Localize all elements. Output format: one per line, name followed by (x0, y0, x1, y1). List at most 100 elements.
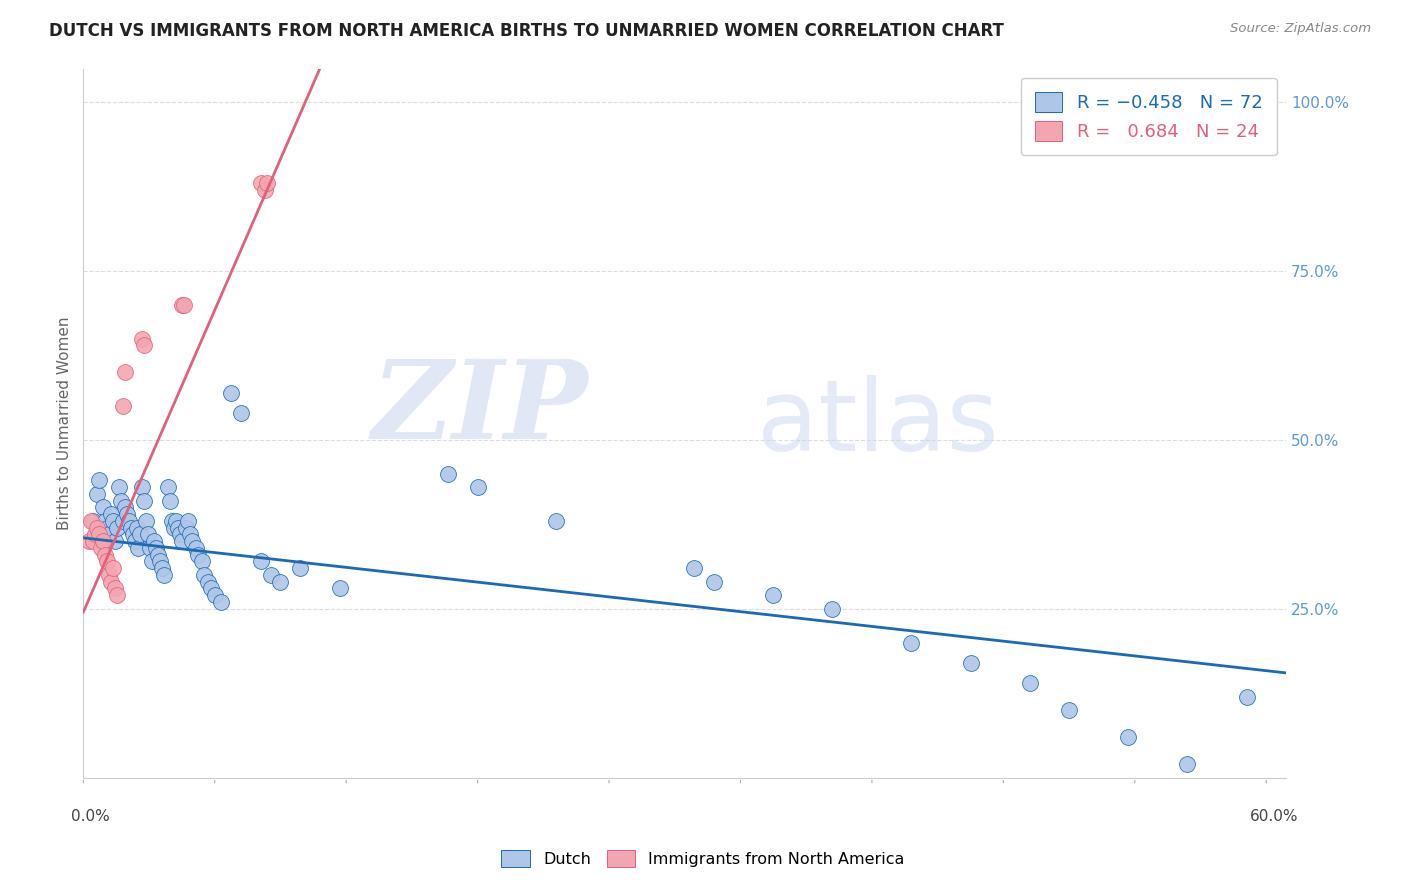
Point (135, 514, 157, 528)
Point (160, 514, 183, 528)
Point (101, 561, 124, 575)
Point (101, 514, 124, 528)
Point (110, 493, 132, 508)
Point (131, 480, 153, 494)
Point (124, 534, 146, 549)
Point (180, 534, 202, 549)
Point (762, 588, 785, 602)
Point (120, 521, 142, 535)
Point (96, 521, 118, 535)
Point (97, 527, 120, 541)
Point (143, 534, 166, 549)
Point (150, 561, 173, 575)
Point (111, 514, 134, 528)
Point (84, 527, 107, 541)
Point (104, 582, 127, 596)
Point (159, 493, 181, 508)
Point (141, 554, 163, 568)
Point (77, 534, 100, 549)
Text: 60.0%: 60.0% (1250, 809, 1298, 824)
Point (107, 480, 129, 494)
Point (111, 399, 134, 413)
Point (259, 568, 281, 582)
Point (114, 365, 136, 379)
Point (190, 554, 212, 568)
Point (91, 534, 114, 549)
Point (87, 474, 110, 488)
Point (170, 534, 193, 549)
Point (209, 595, 232, 609)
Point (114, 500, 136, 515)
Point (163, 521, 186, 535)
Point (329, 582, 352, 596)
Point (82, 514, 104, 528)
Point (82, 534, 104, 549)
Point (97, 568, 120, 582)
Point (125, 521, 148, 535)
Point (1177, 757, 1199, 772)
Point (229, 406, 252, 420)
Text: DUTCH VS IMMIGRANTS FROM NORTH AMERICA BIRTHS TO UNMARRIED WOMEN CORRELATION CHA: DUTCH VS IMMIGRANTS FROM NORTH AMERICA B… (49, 22, 1004, 40)
Text: atlas: atlas (756, 375, 998, 472)
Point (193, 568, 215, 582)
Point (90, 527, 112, 541)
Point (94, 514, 117, 528)
Point (104, 534, 127, 549)
Point (200, 582, 222, 596)
Point (149, 554, 172, 568)
Point (173, 298, 195, 312)
Point (105, 588, 128, 602)
Point (129, 527, 152, 541)
Point (204, 588, 226, 602)
Point (87, 527, 110, 541)
Point (86, 487, 108, 501)
Point (546, 514, 568, 528)
Point (959, 656, 981, 670)
Point (1116, 730, 1139, 744)
Point (105, 521, 128, 535)
Point (170, 298, 193, 312)
Point (145, 541, 167, 555)
Point (157, 480, 180, 494)
Point (80, 514, 103, 528)
Point (177, 514, 200, 528)
Legend: R = −0.458   N = 72, R =   0.684   N = 24: R = −0.458 N = 72, R = 0.684 N = 24 (1021, 78, 1277, 155)
Point (167, 521, 190, 535)
Point (187, 548, 209, 562)
Point (253, 183, 276, 197)
Point (100, 574, 122, 589)
Point (94, 548, 117, 562)
Point (128, 541, 150, 555)
Point (219, 385, 242, 400)
Point (153, 568, 176, 582)
Point (256, 177, 278, 191)
Point (90, 541, 112, 555)
Point (467, 480, 489, 494)
Point (1057, 703, 1080, 717)
Y-axis label: Births to Unmarried Women: Births to Unmarried Women (58, 317, 72, 530)
Point (683, 561, 706, 575)
Point (91, 500, 114, 515)
Point (131, 332, 153, 346)
Point (96, 554, 118, 568)
Point (249, 177, 271, 191)
Point (821, 601, 844, 615)
Point (249, 554, 271, 568)
Point (138, 527, 160, 541)
Point (900, 635, 922, 649)
Legend: Dutch, Immigrants from North America: Dutch, Immigrants from North America (488, 838, 918, 880)
Point (115, 507, 138, 521)
Point (269, 574, 291, 589)
Text: Source: ZipAtlas.com: Source: ZipAtlas.com (1230, 22, 1371, 36)
Point (1018, 676, 1040, 690)
Point (134, 493, 156, 508)
Text: 0.0%: 0.0% (72, 809, 110, 824)
Point (437, 467, 460, 481)
Point (139, 541, 162, 555)
Point (100, 507, 122, 521)
Point (134, 338, 156, 352)
Point (174, 521, 197, 535)
Point (703, 574, 725, 589)
Point (288, 561, 311, 575)
Point (169, 527, 191, 541)
